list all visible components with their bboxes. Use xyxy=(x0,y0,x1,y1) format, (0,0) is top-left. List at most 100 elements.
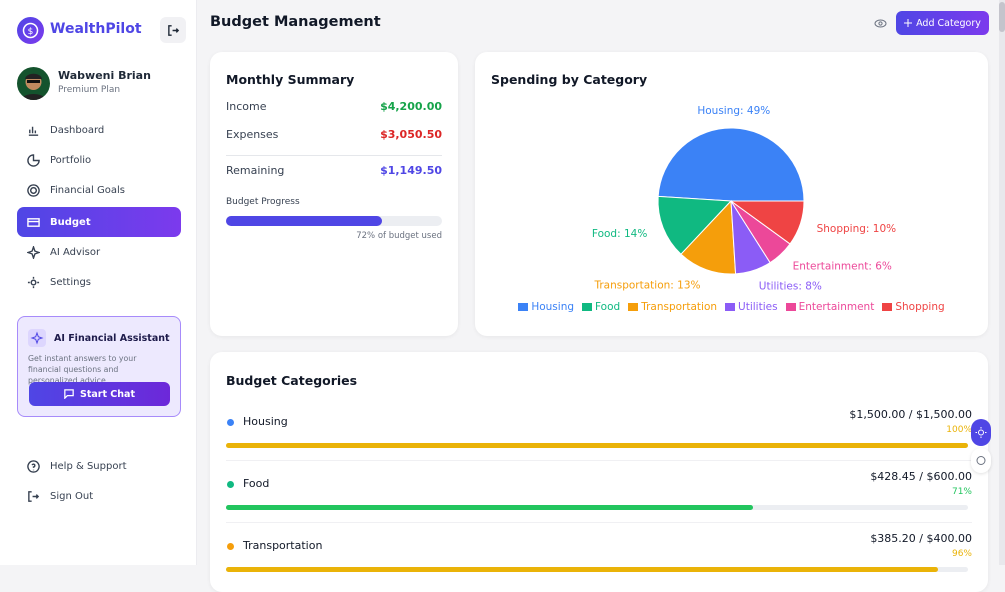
footer-icon-path xyxy=(28,490,40,502)
collapse-button[interactable] xyxy=(160,17,186,43)
footer-item[interactable]: Help & Support xyxy=(17,451,181,481)
legend-item: Transportation xyxy=(628,301,717,313)
category-amount: $1,500.00 / $1,500.00 xyxy=(849,408,972,421)
footer-icon-path xyxy=(27,459,40,473)
category-bar xyxy=(226,443,968,448)
nav-icon xyxy=(27,217,40,227)
summary-value: $4,200.00 xyxy=(380,100,442,113)
nav-icon xyxy=(28,126,39,136)
summary-card: Monthly Summary Income $4,200.00 Expenses $… xyxy=(210,52,458,336)
row-divider xyxy=(226,460,972,461)
slice-label: Transportation: 13% xyxy=(593,280,700,292)
category-track xyxy=(226,567,968,572)
pie-slice xyxy=(680,199,737,275)
nav-item[interactable]: Financial Goals xyxy=(17,175,181,205)
legend-swatch xyxy=(518,303,529,311)
logo: $ xyxy=(17,17,44,44)
legend-item: Entertainment xyxy=(785,301,875,313)
nav-label: Financial Goals xyxy=(50,184,125,196)
category-bar xyxy=(226,505,753,510)
category-name: Transportation xyxy=(243,539,323,552)
legend-label: Shopping xyxy=(895,301,945,313)
nav-icon-path xyxy=(27,276,40,288)
summary-label: Expenses xyxy=(226,128,279,141)
nav-label: Portfolio xyxy=(50,154,92,166)
category-name: Food xyxy=(243,477,270,490)
nav-icon-path xyxy=(27,153,40,167)
avatar-image xyxy=(21,73,46,100)
nav-item[interactable]: AI Advisor xyxy=(17,237,181,267)
category-percent: 96% xyxy=(951,549,972,559)
legend-swatch xyxy=(882,303,893,311)
summary-row: Expenses $3,050.50 xyxy=(226,128,442,141)
legend-label: Entertainment xyxy=(798,301,875,313)
footer-label: Help & Support xyxy=(50,460,127,472)
nav-icon-path xyxy=(27,183,40,197)
scrollbar xyxy=(999,0,1005,565)
chat-icon xyxy=(64,389,74,399)
legend-item: Food xyxy=(582,301,620,313)
nav-icon xyxy=(27,245,40,259)
assistant-text: Get instant answers to your financial qu… xyxy=(28,354,137,385)
progress-fill xyxy=(226,216,382,226)
footer-item[interactable]: Sign Out xyxy=(17,481,181,511)
footer-icon xyxy=(28,490,40,502)
category-percent: 100% xyxy=(946,425,972,435)
summary-label: Remaining xyxy=(226,164,285,177)
palette-button[interactable] xyxy=(971,448,991,473)
pie-slice xyxy=(657,127,805,202)
start-chat-label: Start Chat xyxy=(79,388,135,400)
slice-label: Utilities: 8% xyxy=(759,281,822,293)
add-category-button[interactable]: Add Category xyxy=(896,11,989,35)
nav-item[interactable]: Budget xyxy=(17,207,181,237)
category-percent: 71% xyxy=(951,487,972,497)
start-chat-button[interactable]: Start Chat xyxy=(29,382,170,406)
brand: WealthPilot xyxy=(50,21,142,37)
add-category-label: Add Category xyxy=(916,17,981,29)
summary-value: $1,149.50 xyxy=(380,164,442,177)
sun-icon xyxy=(975,427,987,438)
theme-button[interactable] xyxy=(971,419,991,446)
category-track xyxy=(226,443,968,448)
row-divider xyxy=(226,522,972,523)
assistant-title: AI Financial Assistant xyxy=(54,332,170,344)
legend: Housing Food Transportation Utilities Entert… xyxy=(475,301,988,313)
budget-card: Budget Categories Housing $1,500.00 / $1,… xyxy=(210,352,988,592)
slice-label: Shopping: 10% xyxy=(817,223,897,235)
visibility-icon[interactable] xyxy=(874,17,887,30)
footer-icon xyxy=(27,459,40,473)
pie-slice xyxy=(729,200,805,245)
pie-slice xyxy=(657,195,733,255)
summary-label: Income xyxy=(226,100,267,113)
slice-label: Housing: 49% xyxy=(697,105,770,117)
category-dot xyxy=(227,543,234,550)
nav-item[interactable]: Settings xyxy=(17,267,181,297)
svg-text:$: $ xyxy=(28,27,34,37)
progress-text: 72% of budget used xyxy=(356,231,442,241)
chart-title: Spending by Category xyxy=(491,72,648,87)
nav-icon xyxy=(27,183,40,197)
legend-item: Utilities xyxy=(725,301,778,313)
legend-label: Food xyxy=(595,301,621,313)
nav-label: Settings xyxy=(50,276,92,288)
legend-swatch xyxy=(582,303,593,311)
nav-label: AI Advisor xyxy=(50,246,101,258)
nav-icon xyxy=(27,276,40,288)
assistant-card: AI Financial Assistant Get instant answe… xyxy=(17,316,181,417)
palette-icon xyxy=(976,456,986,465)
avatar xyxy=(17,67,50,100)
nav-item[interactable]: Portfolio xyxy=(17,145,181,175)
legend-label: Housing xyxy=(531,301,575,313)
category-dot xyxy=(227,481,234,488)
nav-item[interactable]: Dashboard xyxy=(17,115,181,145)
legend-item: Housing xyxy=(518,301,574,313)
category-track xyxy=(226,505,968,510)
legend-label: Utilities xyxy=(738,301,778,313)
summary-row: Income $4,200.00 xyxy=(226,100,442,113)
summary-row: Remaining $1,149.50 xyxy=(226,164,442,177)
nav-icon-path xyxy=(27,217,40,227)
plus-icon xyxy=(904,19,913,27)
summary-title: Monthly Summary xyxy=(226,72,355,87)
nav-icon-path xyxy=(28,126,39,136)
